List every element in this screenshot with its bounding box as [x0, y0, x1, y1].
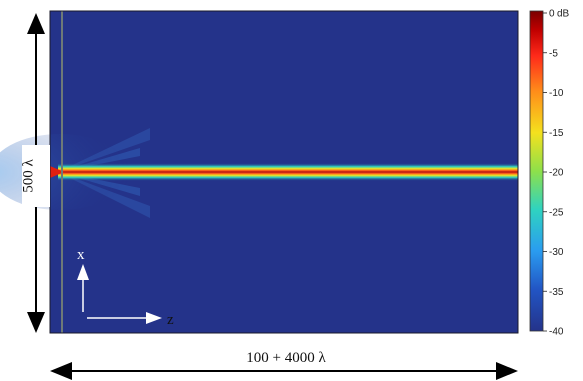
- width-arrowhead-right: [496, 362, 518, 380]
- height-arrowhead-bottom: [27, 312, 45, 333]
- colorbar-tick-label: -10: [549, 88, 564, 99]
- colorbar: 0 dB -5 -10 -15 -20 -25 -30 -35 -40: [529, 9, 570, 338]
- x-axis-letter: x: [77, 247, 85, 263]
- width-label: 100 + 4000 λ: [246, 350, 326, 366]
- colorbar-ticks: 0 dB -5 -10 -15 -20 -25 -30 -35 -40: [543, 9, 570, 338]
- height-arrowhead-top: [27, 13, 45, 34]
- source-spot: [50, 166, 64, 178]
- colorbar-tick-label: -40: [549, 327, 564, 338]
- axes-indicator: x z: [77, 247, 174, 328]
- colorbar-gradient: [529, 10, 544, 332]
- field-map: [0, 10, 519, 334]
- colorbar-tick-label: -5: [549, 48, 558, 59]
- height-label: 500 λ: [20, 159, 36, 193]
- z-arrowhead: [146, 312, 162, 324]
- colorbar-tick-label: -25: [549, 207, 564, 218]
- colorbar-unit-label: dB: [557, 9, 570, 20]
- colorbar-tick-label: -30: [549, 247, 564, 258]
- width-arrowhead-left: [50, 362, 72, 380]
- colorbar-tick-label: -20: [549, 168, 564, 179]
- colorbar-tick-label: 0: [549, 9, 555, 20]
- height-dimension: 500 λ: [20, 13, 50, 333]
- colorbar-tick-label: -15: [549, 128, 564, 139]
- width-dimension: 100 + 4000 λ: [50, 350, 518, 380]
- colorbar-tick-label: -35: [549, 287, 564, 298]
- beam: [58, 163, 518, 181]
- z-axis-letter: z: [167, 312, 174, 328]
- x-arrowhead: [77, 264, 89, 280]
